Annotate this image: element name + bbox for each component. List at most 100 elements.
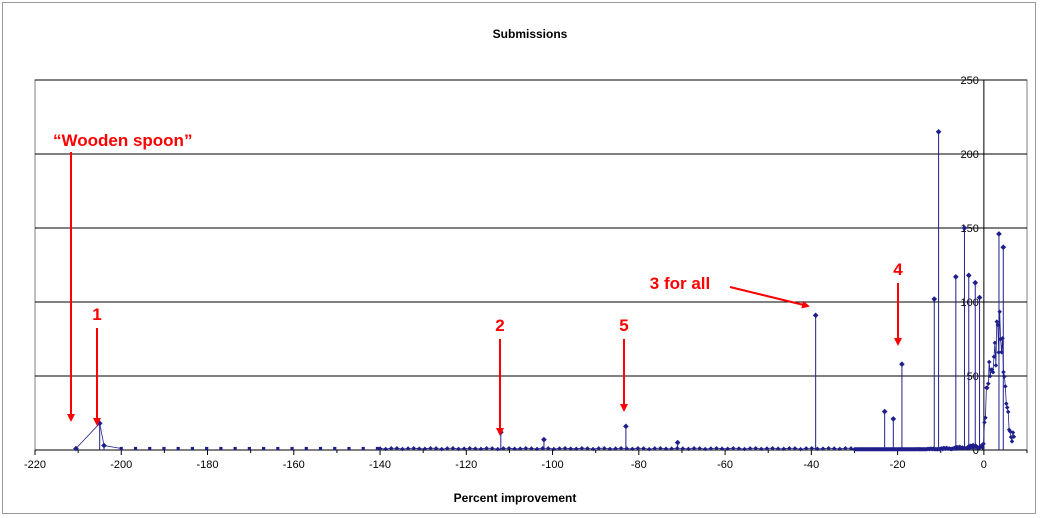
- data-point: [545, 446, 551, 451]
- series-line-left: [75, 422, 122, 449]
- data-point: [562, 445, 568, 451]
- data-point: [663, 446, 669, 452]
- data-point: [837, 446, 843, 452]
- data-point: [405, 446, 411, 451]
- data-point: [478, 446, 484, 452]
- data-point: [347, 446, 351, 451]
- data-point: [162, 446, 166, 451]
- data-point: [787, 446, 792, 451]
- data-point: [635, 446, 641, 451]
- spike-point: [812, 312, 819, 319]
- data-point: [568, 446, 573, 451]
- y-tick-label: 100: [961, 297, 979, 309]
- x-tick-label: -40: [803, 459, 819, 471]
- data-point: [848, 446, 854, 451]
- data-point: [1011, 434, 1017, 439]
- data-point: [1010, 430, 1016, 435]
- data-point: [529, 446, 534, 451]
- data-point: [792, 446, 798, 451]
- x-tick-label: -180: [197, 459, 219, 471]
- data-point: [736, 446, 742, 451]
- spike-point: [953, 274, 959, 280]
- data-point: [986, 359, 992, 365]
- data-point: [304, 446, 308, 451]
- data-point: [585, 446, 590, 451]
- data-point: [747, 446, 753, 451]
- spike-point: [972, 279, 979, 286]
- data-point: [361, 446, 365, 451]
- annotation-arrow: [729, 286, 810, 309]
- annotation-label: “Wooden spoon”: [53, 131, 192, 150]
- data-point: [1008, 434, 1014, 440]
- data-point: [247, 446, 251, 451]
- data-point: [489, 446, 495, 451]
- x-tick-label: -20: [890, 459, 906, 471]
- data-point: [433, 446, 439, 451]
- data-point: [517, 446, 523, 451]
- data-point: [641, 446, 646, 451]
- data-point: [318, 446, 323, 451]
- data-point: [843, 446, 848, 451]
- annotation-label: 4: [893, 260, 903, 279]
- data-point: [333, 446, 337, 451]
- data-point: [579, 445, 585, 451]
- data-point: [467, 445, 473, 451]
- data-point: [495, 446, 501, 452]
- x-tick-label: -200: [110, 459, 132, 471]
- spike-point: [73, 445, 79, 452]
- data-point: [1003, 384, 1008, 389]
- y-tick-label: 50: [967, 371, 979, 383]
- data-point: [691, 446, 697, 451]
- data-point: [133, 446, 138, 451]
- data-point: [484, 446, 489, 451]
- y-tick-label: 0: [973, 445, 979, 457]
- data-point: [375, 446, 380, 451]
- data-point: [798, 446, 803, 452]
- annotation-label: 5: [619, 316, 628, 335]
- data-point: [574, 446, 579, 452]
- spike-point: [996, 231, 1002, 237]
- data-point: [714, 445, 719, 451]
- data-point: [742, 446, 747, 452]
- series-submissions: [73, 128, 1017, 452]
- data-point: [1004, 401, 1009, 406]
- data-point: [759, 446, 764, 452]
- x-tick-label: -140: [369, 459, 391, 471]
- data-point: [781, 446, 787, 452]
- data-point: [826, 445, 831, 451]
- data-point: [991, 354, 997, 360]
- data-point: [983, 415, 988, 420]
- spike-point: [961, 225, 968, 231]
- data-point: [725, 446, 730, 451]
- data-point: [613, 446, 618, 451]
- x-tick-label: 0: [981, 459, 987, 471]
- spike-point: [623, 423, 629, 430]
- spike-point: [935, 128, 942, 135]
- x-tick-label: -120: [455, 459, 477, 471]
- data-point: [982, 420, 987, 425]
- data-point: [731, 445, 736, 451]
- data-point: [445, 446, 450, 451]
- x-tick-label: -220: [24, 459, 46, 471]
- data-point: [439, 446, 444, 452]
- data-point: [702, 446, 708, 452]
- data-point: [803, 446, 809, 451]
- data-point: [618, 445, 624, 451]
- data-point: [506, 445, 512, 451]
- grid-lines: [35, 79, 1027, 377]
- data-point: [697, 446, 702, 451]
- data-point: [719, 446, 725, 451]
- data-point: [658, 445, 663, 451]
- data-point: [680, 446, 686, 451]
- data-point: [219, 446, 223, 451]
- data-point: [512, 446, 517, 452]
- data-point: [999, 349, 1004, 355]
- data-point: [400, 446, 405, 452]
- spike-point: [965, 272, 972, 279]
- data-point: [383, 446, 388, 452]
- data-point: [148, 446, 152, 451]
- data-point: [417, 446, 422, 451]
- y-tick-label: 250: [961, 75, 979, 87]
